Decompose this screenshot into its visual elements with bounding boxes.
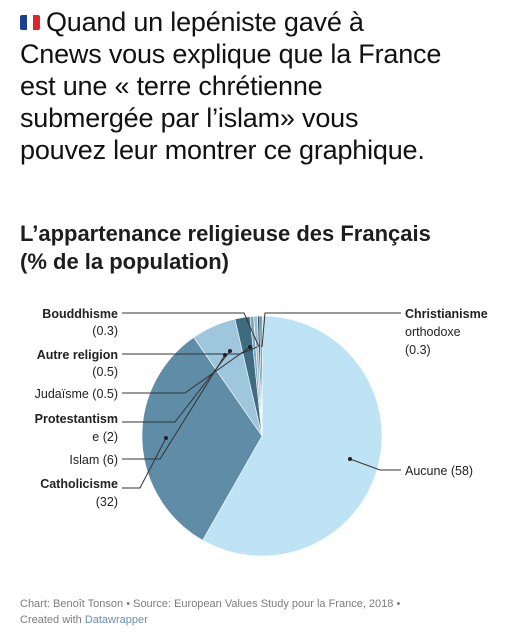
footer-created-prefix: Created with: [20, 614, 85, 626]
post-line-1: Quand un lepéniste gavé à: [46, 7, 364, 37]
label-judaisme: Judaïsme (0.5): [35, 387, 118, 401]
leader-orthodoxe: [261, 312, 401, 348]
pie-slice-catholicisme: [141, 336, 263, 541]
label-protestantisme-value: e (2): [92, 430, 118, 444]
label-catholicisme: Catholicisme: [40, 477, 118, 491]
label-bouddhisme-value: (0.3): [92, 324, 118, 338]
datawrapper-link[interactable]: Datawrapper: [84, 614, 148, 626]
dot-aucune: [348, 457, 352, 461]
label-aucune: Aucune (58): [405, 464, 473, 478]
france-flag-icon: [20, 15, 40, 30]
label-autre: Autre religion: [37, 348, 118, 362]
dot-judaisme: [248, 345, 252, 349]
leader-catholicisme: [122, 437, 167, 489]
dot-protestantisme: [228, 349, 232, 353]
post-line-4: submergée par l’islam» vous: [20, 103, 359, 133]
chart-title-line-1: L’appartenance religieuse des Français: [20, 221, 431, 246]
chart-footer: Chart: Benoît Tonson • Source: European …: [20, 596, 510, 628]
pie-slice-christianisme-orthodoxe: [259, 315, 263, 437]
label-autre-value: (0.5): [92, 365, 118, 379]
label-protestantisme: Protestantism: [35, 412, 118, 426]
dot-catholicisme: [164, 436, 168, 440]
leader-islam: [122, 354, 226, 460]
post-line-2: Cnews vous explique que la France: [20, 39, 442, 69]
label-bouddhisme: Bouddhisme: [42, 307, 118, 321]
leader-aucune: [349, 458, 401, 471]
label-orthodoxe: Christianisme: [405, 307, 488, 321]
leader-protestantisme: [122, 350, 231, 423]
chart-title: L’appartenance religieuse des Français (…: [20, 220, 500, 276]
label-islam: Islam (6): [69, 453, 118, 467]
label-catholicisme-value: (32): [96, 495, 118, 509]
chart-title-line-2: (% de la population): [20, 249, 229, 274]
post-line-3: est une « terre chrétienne: [20, 71, 323, 101]
post-text: Quand un lepéniste gavé à Cnews vous exp…: [20, 6, 500, 166]
pie-slice-aucune: [202, 315, 383, 557]
footer-created: Created with Datawrapper: [20, 612, 510, 628]
footer-source: Chart: Benoît Tonson • Source: European …: [20, 598, 401, 610]
post-line-5: pouvez leur montrer ce graphique.: [20, 135, 425, 165]
label-orthodoxe-value: (0.3): [405, 343, 431, 357]
leader-bouddhisme: [122, 312, 260, 348]
leader-judaisme: [122, 346, 251, 394]
label-orthodoxe-line-2: orthodoxe: [405, 325, 461, 339]
dot-islam: [223, 353, 227, 357]
